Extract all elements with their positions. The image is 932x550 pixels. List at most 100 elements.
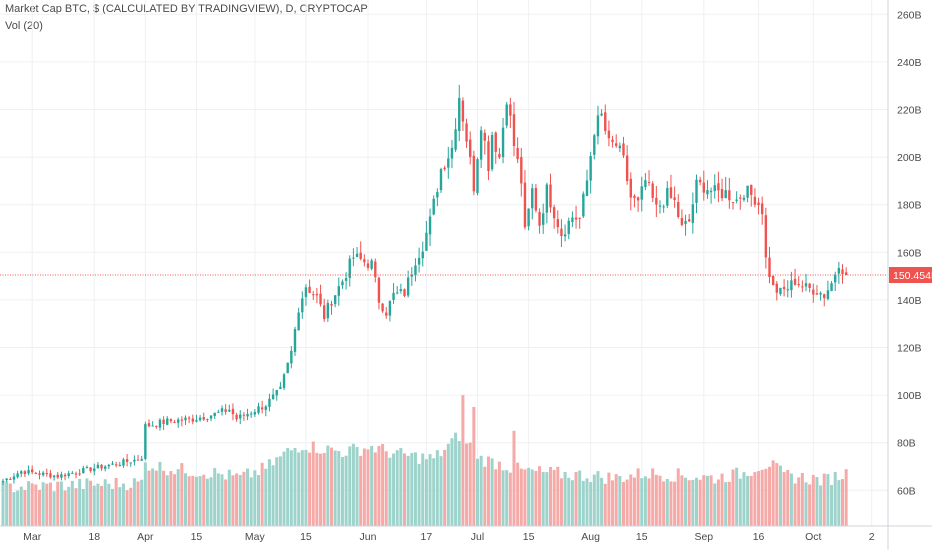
volume-bar [439, 456, 443, 526]
volume-bar [41, 482, 45, 526]
candle-body [213, 412, 216, 417]
volume-bar [260, 462, 264, 526]
volume-bar [691, 479, 695, 526]
volume-bar [468, 442, 472, 526]
candle-body [206, 419, 209, 421]
volume-bar [538, 466, 542, 526]
volume-bar [267, 459, 271, 526]
volume-bar [607, 472, 611, 526]
y-tick-label: 120B [897, 342, 922, 354]
candle [574, 205, 578, 229]
candle [107, 463, 111, 470]
x-tick-label: 15 [191, 531, 203, 543]
candle [286, 362, 289, 374]
candle-body [735, 199, 738, 201]
candle [520, 147, 523, 197]
candle-body [633, 195, 636, 199]
candle-body [370, 260, 373, 269]
candle [198, 414, 202, 422]
candle-body [731, 202, 735, 204]
candle-body [618, 145, 622, 149]
volume-bar [319, 453, 323, 526]
candle [5, 478, 8, 483]
candle-body [582, 193, 585, 217]
candle [615, 134, 618, 148]
volume-bar [603, 483, 607, 526]
volume-bar [786, 470, 790, 526]
candle [684, 214, 687, 236]
candle-body [374, 261, 377, 278]
volume-bar [67, 486, 71, 526]
candle-body [604, 112, 607, 131]
candle [739, 194, 742, 210]
candle [319, 284, 322, 307]
volume-bar [30, 483, 34, 526]
candle [724, 176, 727, 199]
y-tick-label: 140B [897, 295, 922, 307]
volume-bar [494, 469, 498, 526]
candle [432, 195, 435, 216]
volume-bar [640, 478, 644, 526]
volume-bar [844, 469, 848, 526]
volume-bar [19, 486, 23, 526]
candle-body [688, 219, 691, 222]
candle-body [666, 187, 669, 206]
volume-bar [257, 475, 260, 526]
volume-bar [107, 483, 111, 526]
volume-bar [735, 467, 739, 526]
candle [169, 418, 173, 424]
candle [155, 425, 158, 429]
candle [669, 174, 673, 200]
candle-body [23, 471, 27, 475]
volume-indicator-label[interactable]: Vol (20) [5, 20, 43, 32]
volume-bar [446, 443, 450, 526]
candle-body [63, 474, 67, 477]
candle [826, 280, 830, 301]
candle [611, 135, 614, 148]
volume-bar [399, 447, 403, 526]
volume-bar [278, 456, 282, 526]
candle [337, 277, 340, 306]
candle-body [260, 407, 264, 410]
candle-body [520, 157, 523, 184]
candle [808, 282, 811, 293]
candle-body [93, 468, 96, 472]
candle-body [333, 295, 337, 305]
volume-bar [629, 474, 633, 526]
candle-body [563, 234, 567, 237]
candle-body [67, 473, 70, 476]
candle [396, 285, 399, 295]
candle-body [804, 283, 808, 287]
volume-bar [147, 470, 151, 526]
candle [49, 469, 52, 479]
volume-bar [738, 478, 742, 526]
candle-body [82, 467, 85, 474]
volume-bar [59, 481, 63, 526]
candle [144, 421, 147, 461]
candle-body [282, 374, 286, 388]
candles [1, 84, 848, 485]
candle-body [330, 303, 333, 306]
candle [742, 194, 746, 202]
candle-body [377, 277, 381, 303]
candle-body [268, 398, 271, 408]
candle [224, 404, 227, 415]
candle-body [312, 294, 315, 296]
volume-bar [793, 483, 797, 526]
candle-body [728, 190, 731, 201]
volume-bar [705, 475, 709, 526]
candle-body [815, 293, 819, 295]
candle-body [133, 459, 136, 462]
volume-bar [636, 468, 640, 526]
candle-body [242, 414, 246, 416]
volume-bar [337, 450, 341, 526]
volume-bar [643, 476, 647, 526]
candle [388, 300, 392, 322]
candle-body [118, 464, 121, 466]
volume-bar [187, 476, 191, 526]
candle-body [600, 113, 603, 116]
volume-bar [92, 485, 96, 526]
volume-bar [333, 450, 337, 526]
volume-bar [238, 474, 242, 526]
